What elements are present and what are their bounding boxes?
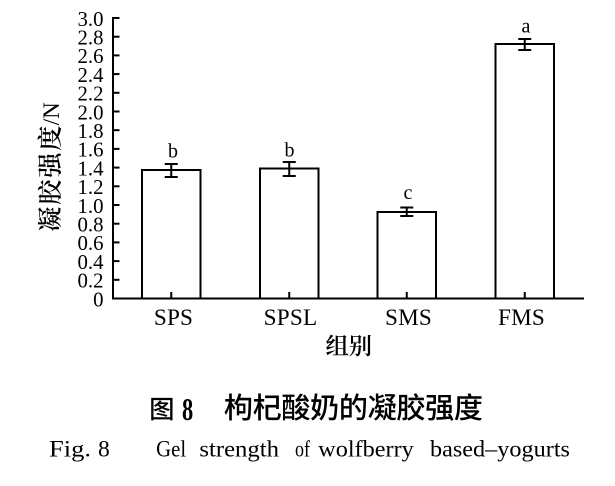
svg-text:2.6: 2.6 <box>78 45 104 68</box>
svg-text:2.8: 2.8 <box>78 27 104 50</box>
svg-text:1.8: 1.8 <box>78 120 104 143</box>
svg-text:SPSL: SPSL <box>264 305 318 331</box>
svg-text:SMS: SMS <box>385 305 432 331</box>
svg-text:1.0: 1.0 <box>78 195 104 218</box>
svg-text:1.6: 1.6 <box>78 139 104 162</box>
svg-text:strength: strength <box>199 436 279 461</box>
svg-text:a: a <box>522 15 531 37</box>
svg-text:c: c <box>404 182 413 204</box>
svg-text:1.2: 1.2 <box>78 176 104 199</box>
svg-text:SPS: SPS <box>154 305 193 331</box>
svg-text:Fig.: Fig. <box>49 436 91 461</box>
svg-text:Gel: Gel <box>156 436 186 461</box>
svg-text:1.4: 1.4 <box>78 157 105 180</box>
svg-text:3.0: 3.0 <box>78 8 104 31</box>
svg-text:based–yogurts: based–yogurts <box>430 436 570 461</box>
svg-text:FMS: FMS <box>498 305 545 331</box>
svg-text:2.0: 2.0 <box>78 101 104 124</box>
svg-text:0.6: 0.6 <box>78 232 104 255</box>
svg-text:2.4: 2.4 <box>78 64 105 87</box>
svg-text:of: of <box>295 436 310 461</box>
svg-text:0.2: 0.2 <box>78 270 104 293</box>
svg-text:8: 8 <box>182 391 193 427</box>
svg-text:8: 8 <box>98 436 110 461</box>
svg-text:0: 0 <box>93 288 103 311</box>
svg-text:/N: /N <box>39 102 64 125</box>
svg-text:2.2: 2.2 <box>78 83 104 106</box>
svg-text:0.8: 0.8 <box>78 214 104 237</box>
svg-text:0.4: 0.4 <box>78 251 105 274</box>
svg-text:b: b <box>285 140 295 162</box>
svg-text:wolfberry: wolfberry <box>318 436 414 461</box>
svg-text:b: b <box>168 141 178 163</box>
